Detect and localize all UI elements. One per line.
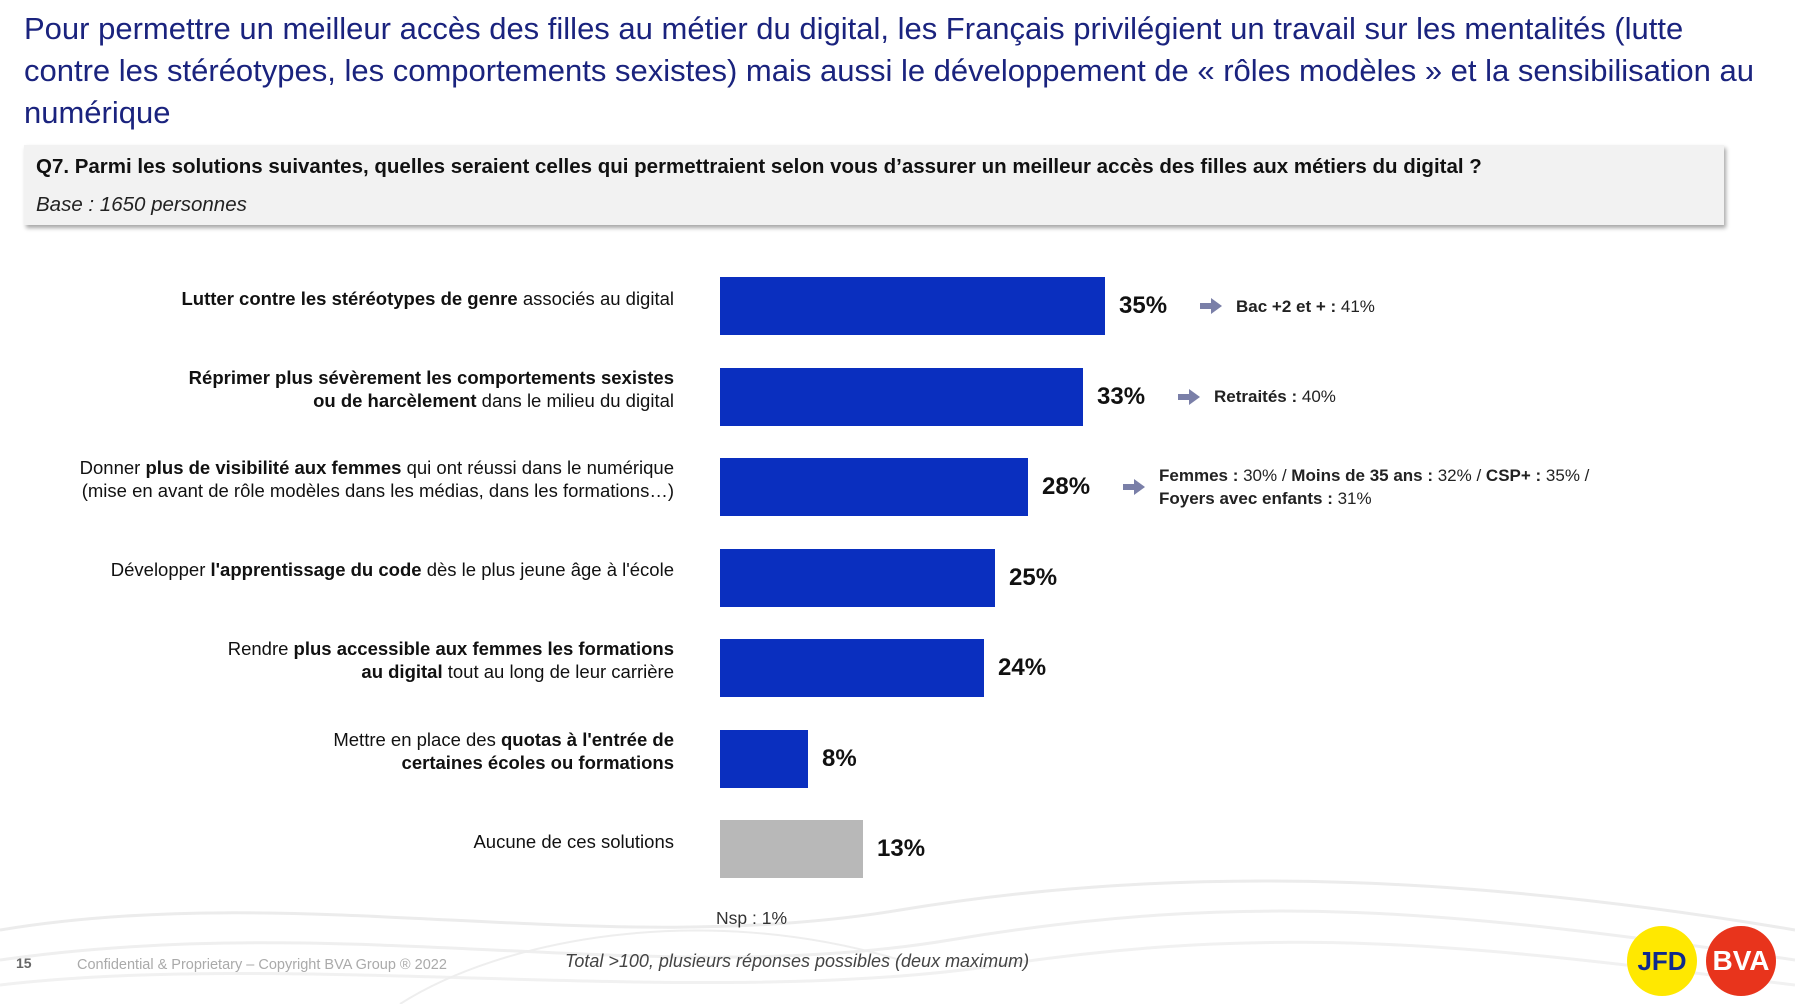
callout-line: Bac +2 et + : 41% [1236,295,1375,318]
nsp-note: Nsp : 1% [716,908,787,928]
bar [720,277,1105,335]
arrow-right-icon [1123,479,1145,495]
category-label-line: Développer l'apprentissage du code dès l… [20,558,674,581]
slide-title: Pour permettre un meilleur accès des fil… [24,11,1754,130]
category-label-line: Donner plus de visibilité aux femmes qui… [20,456,674,479]
bar [720,820,863,878]
bold-run: plus de visibilité aux femmes [145,457,402,478]
callout-line: Foyers avec enfants : 31% [1159,487,1589,510]
bar [720,367,1083,426]
text-run: (mise en avant de rôle modèles dans les … [81,480,674,501]
category-label: Mettre en place des quotas à l'entrée de… [20,728,674,774]
bold-run: l'apprentissage du code [210,559,422,580]
category-label-line: Rendre plus accessible aux femmes les fo… [20,637,674,660]
value-label: 35% [1119,292,1168,319]
value-label: 24% [998,654,1047,681]
bar [720,548,995,607]
bold-run: au digital [361,661,443,682]
category-label: Développer l'apprentissage du code dès l… [20,558,674,581]
category-label-line: certaines écoles ou formations [20,751,674,774]
bold-run: Moins de 35 ans : [1291,466,1433,485]
bar [720,458,1028,516]
text-run: Développer [110,559,211,580]
callout-line: Retraités : 40% [1214,385,1336,408]
subgroup-callout: Bac +2 et + : 41% [1236,295,1375,318]
bold-run: plus accessible aux femmes les formation… [293,638,674,659]
category-label: Rendre plus accessible aux femmes les fo… [20,637,674,683]
text-run: tout au long de leur carrière [442,661,674,682]
subgroup-callout: Retraités : 40% [1214,385,1336,408]
category-label-line: Réprimer plus sévèrement les comportemen… [20,366,674,389]
arrow-right-icon [1178,388,1200,405]
text-run: dans le milieu du digital [476,389,674,411]
category-label: Aucune de ces solutions [20,830,674,853]
text-run: 41% [1336,296,1375,316]
value-label: 8% [822,744,857,772]
text-run: Mettre en place des [333,728,501,750]
text-run: 32% / [1433,466,1486,485]
bar [720,729,808,788]
bold-run: Bac +2 et + : [1236,296,1337,316]
subgroup-callout: Femmes : 30% / Moins de 35 ans : 32% / C… [1159,464,1589,510]
bar [720,639,984,697]
bold-run: Retraités : [1214,387,1298,406]
category-label: Lutter contre les stéréotypes de genre a… [20,287,674,310]
value-label: 33% [1097,382,1146,410]
value-label: 28% [1042,473,1091,500]
text-run: associés au digital [517,287,674,309]
bold-run: certaines écoles ou formations [401,751,674,773]
category-label: Réprimer plus sévèrement les comportemen… [20,366,674,412]
bold-run: Lutter contre les stéréotypes de genre [181,287,518,309]
arrow-right-icon [1200,298,1222,314]
category-label-line: ou de harcèlement dans le milieu du digi… [20,389,674,412]
category-label-line: Mettre en place des quotas à l'entrée de [20,728,674,751]
text-run: Aucune de ces solutions [473,830,674,852]
callout-line: Femmes : 30% / Moins de 35 ans : 32% / C… [1159,464,1589,487]
question-box: Q7. Parmi les solutions suivantes, quell… [24,145,1724,225]
text-run: dès le plus jeune âge à l'école [421,559,674,580]
category-label-line: Lutter contre les stéréotypes de genre a… [20,287,674,310]
text-run: qui ont réussi dans le numérique [401,457,674,478]
bold-run: Réprimer plus sévèrement les comportemen… [188,366,674,388]
bold-run: Foyers avec enfants : [1159,489,1333,508]
question-text: Q7. Parmi les solutions suivantes, quell… [36,155,1482,178]
text-run: 40% [1297,387,1336,406]
category-label-line: (mise en avant de rôle modèles dans les … [20,479,674,502]
text-run: Rendre [227,638,294,659]
bold-run: quotas à l'entrée de [500,728,674,750]
text-run: Donner [79,457,146,478]
bold-run: ou de harcèlement [313,389,477,411]
value-label: 13% [877,835,926,862]
bold-run: Femmes : [1159,466,1239,485]
category-label: Donner plus de visibilité aux femmes qui… [20,456,674,502]
base-text: Base : 1650 personnes [36,193,247,216]
category-label-line: au digital tout au long de leur carrière [20,660,674,683]
text-run: 30% / [1238,466,1292,485]
category-label-line: Aucune de ces solutions [20,830,674,853]
text-run: 35% / [1541,466,1590,485]
bold-run: CSP+ : [1485,466,1542,485]
value-label: 25% [1009,563,1058,591]
text-run: 31% [1332,489,1372,508]
